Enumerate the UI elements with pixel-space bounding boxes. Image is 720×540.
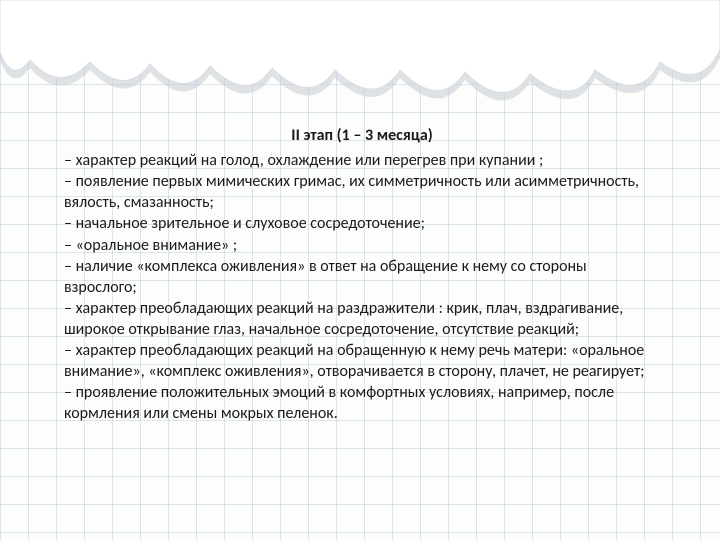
list-item: – появление первых мимических гримас, их… (64, 171, 660, 213)
list-item: – характер преобладающих реакций на обра… (64, 340, 660, 382)
list-item: – характер реакций на голод, охлаждение … (64, 150, 660, 171)
list-item: – наличие «комплекса оживления» в ответ … (64, 256, 660, 298)
list-item: – начальное зрительное и слуховое сосред… (64, 213, 660, 234)
list-item: – «оральное внимание» ; (64, 235, 660, 256)
list-item: – проявление положительных эмоций в комф… (64, 382, 660, 424)
slide-text-block: II этап (1 – 3 месяца) – характер реакци… (64, 125, 660, 425)
list-item: – характер преобладающих реакций на разд… (64, 298, 660, 340)
stage-title: II этап (1 – 3 месяца) (64, 125, 660, 146)
